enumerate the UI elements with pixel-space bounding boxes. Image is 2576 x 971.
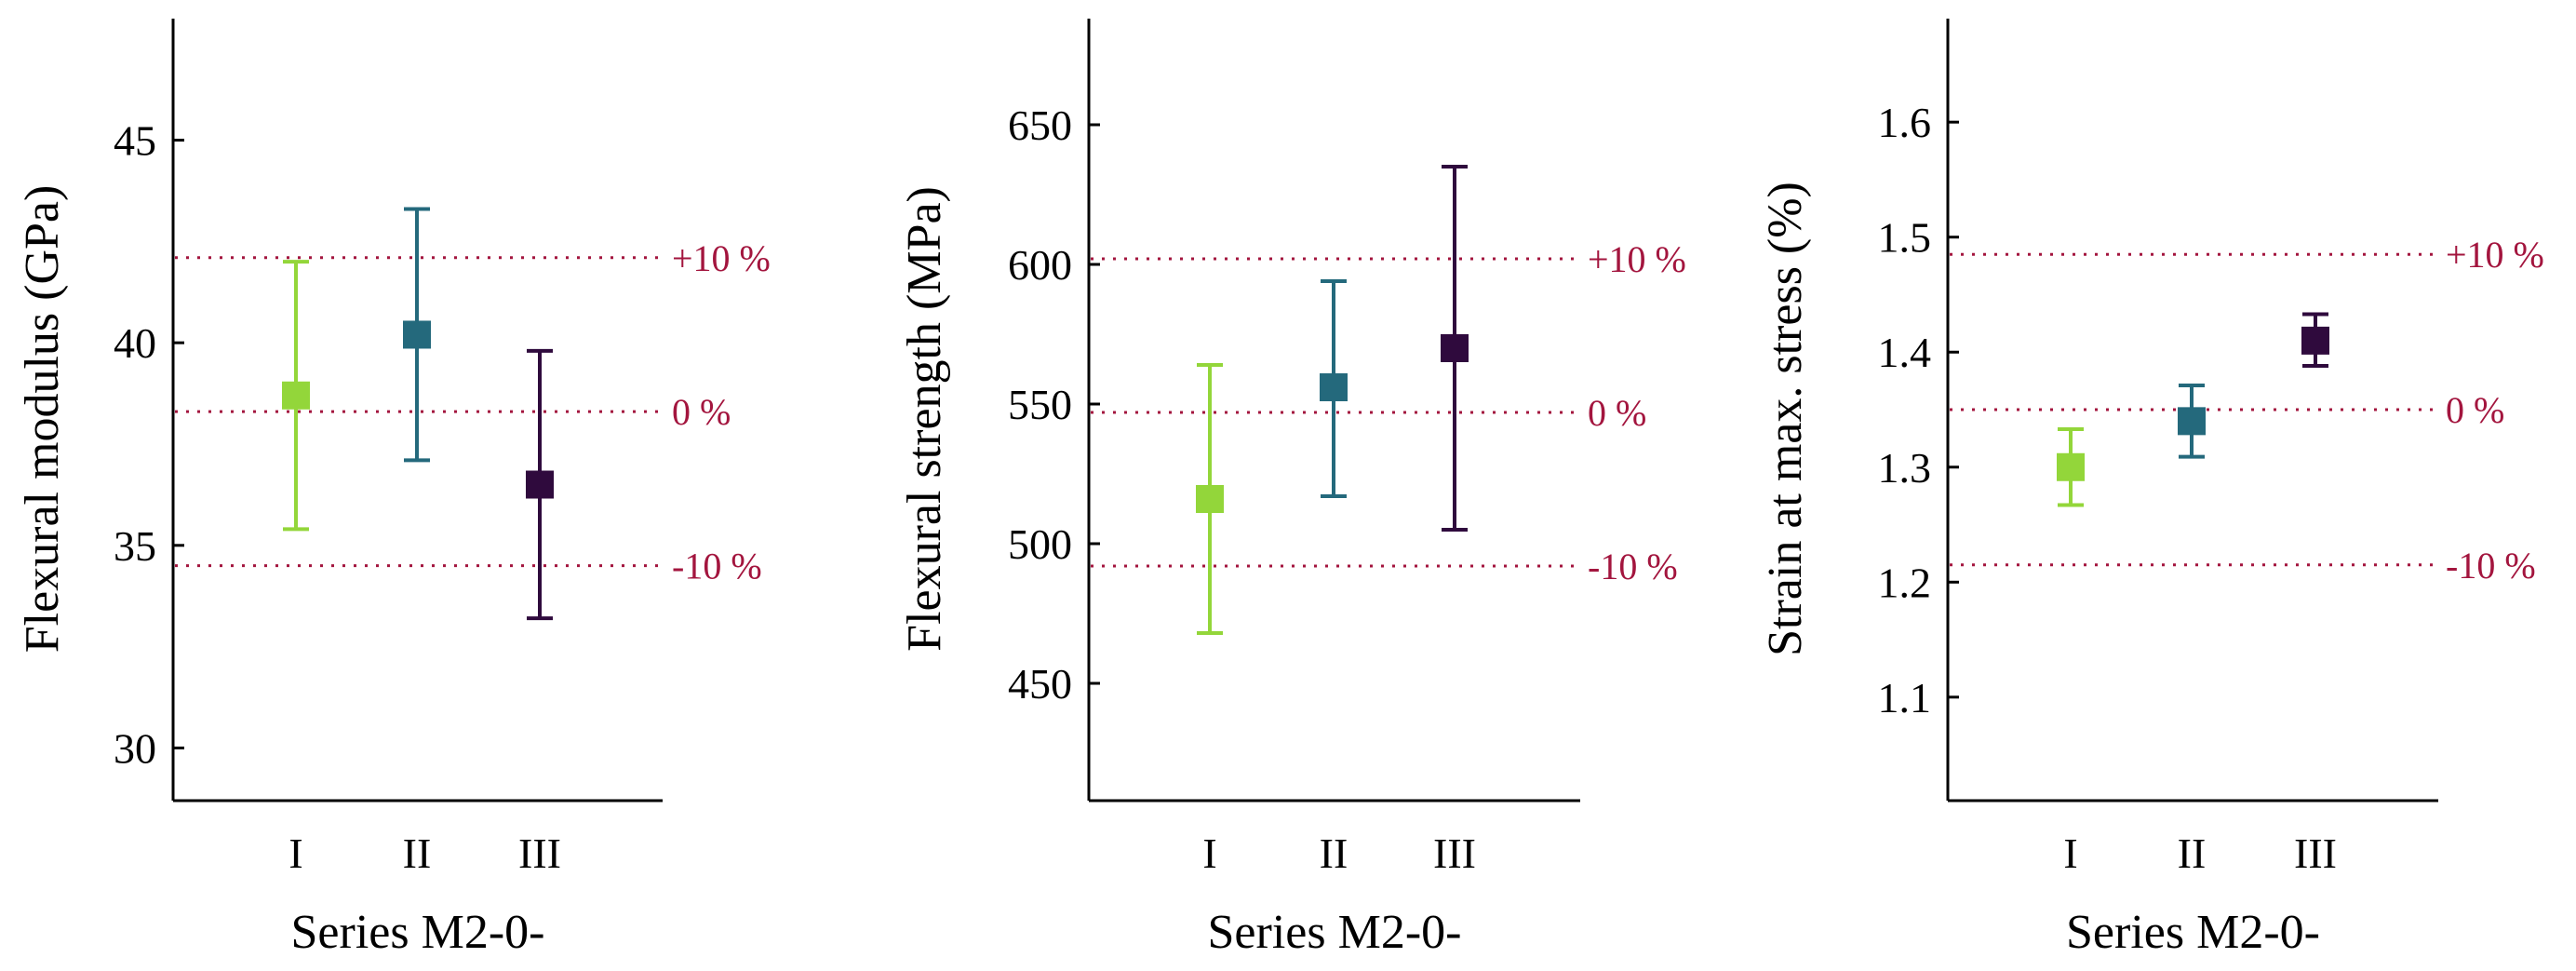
reference-line-label: 0 % xyxy=(2446,389,2504,431)
x-axis-title: Series M2-0- xyxy=(1208,906,1462,959)
data-marker xyxy=(403,320,431,349)
data-marker xyxy=(2178,407,2206,436)
x-tick-label: II xyxy=(1320,829,1348,877)
y-tick-label: 1.6 xyxy=(1878,99,1932,146)
reference-line-label: -10 % xyxy=(672,546,762,587)
y-tick-label: 1.4 xyxy=(1878,329,1932,376)
y-tick-label: 1.1 xyxy=(1878,674,1932,722)
x-axis-title: Series M2-0- xyxy=(291,906,545,959)
data-marker xyxy=(2057,452,2085,481)
y-tick-label: 450 xyxy=(1008,660,1072,708)
x-tick-label: II xyxy=(2178,829,2207,877)
y-axis-title: Flexural modulus (GPa) xyxy=(16,185,69,654)
x-tick-label: I xyxy=(288,829,302,877)
reference-line-label: -10 % xyxy=(1588,546,1678,587)
reference-line-label: +10 % xyxy=(1588,238,1686,280)
y-axis-title: Strain at max. stress (%) xyxy=(1759,182,1812,656)
y-tick-label: 600 xyxy=(1008,241,1072,289)
panel-strain-at-max-stress: 1.11.21.31.41.51.6+10 %0 %-10 %I II IIISer… xyxy=(1759,19,2544,959)
y-tick-label: 40 xyxy=(114,319,156,367)
y-tick-label: 550 xyxy=(1008,381,1072,428)
x-tick-label: I xyxy=(1202,829,1216,877)
data-marker xyxy=(526,470,554,499)
x-tick-label: III xyxy=(518,829,561,877)
y-axis-title: Flexural strength (MPa) xyxy=(898,186,951,652)
y-tick-label: 650 xyxy=(1008,101,1072,149)
reference-line-label: 0 % xyxy=(1588,392,1646,434)
data-marker xyxy=(2301,326,2329,355)
data-marker xyxy=(282,381,310,410)
y-tick-label: 500 xyxy=(1008,520,1072,568)
x-tick-label: I xyxy=(2063,829,2077,877)
y-tick-label: 1.2 xyxy=(1878,559,1932,606)
data-marker xyxy=(1441,334,1469,362)
data-marker xyxy=(1196,485,1224,513)
x-axis-title: Series M2-0- xyxy=(2066,906,2320,959)
y-tick-label: 35 xyxy=(114,522,156,570)
x-tick-label: III xyxy=(1433,829,1476,877)
y-tick-label: 1.3 xyxy=(1878,444,1932,492)
x-tick-label: III xyxy=(2294,829,2337,877)
reference-line-label: +10 % xyxy=(2446,234,2544,276)
reference-line-label: 0 % xyxy=(672,391,731,433)
data-marker xyxy=(1320,373,1348,401)
reference-line-label: -10 % xyxy=(2446,545,2536,587)
y-tick-label: 30 xyxy=(114,724,156,772)
reference-line-label: +10 % xyxy=(672,237,771,279)
y-tick-label: 1.5 xyxy=(1878,214,1932,262)
x-tick-label: II xyxy=(403,829,432,877)
y-tick-label: 45 xyxy=(114,117,156,165)
